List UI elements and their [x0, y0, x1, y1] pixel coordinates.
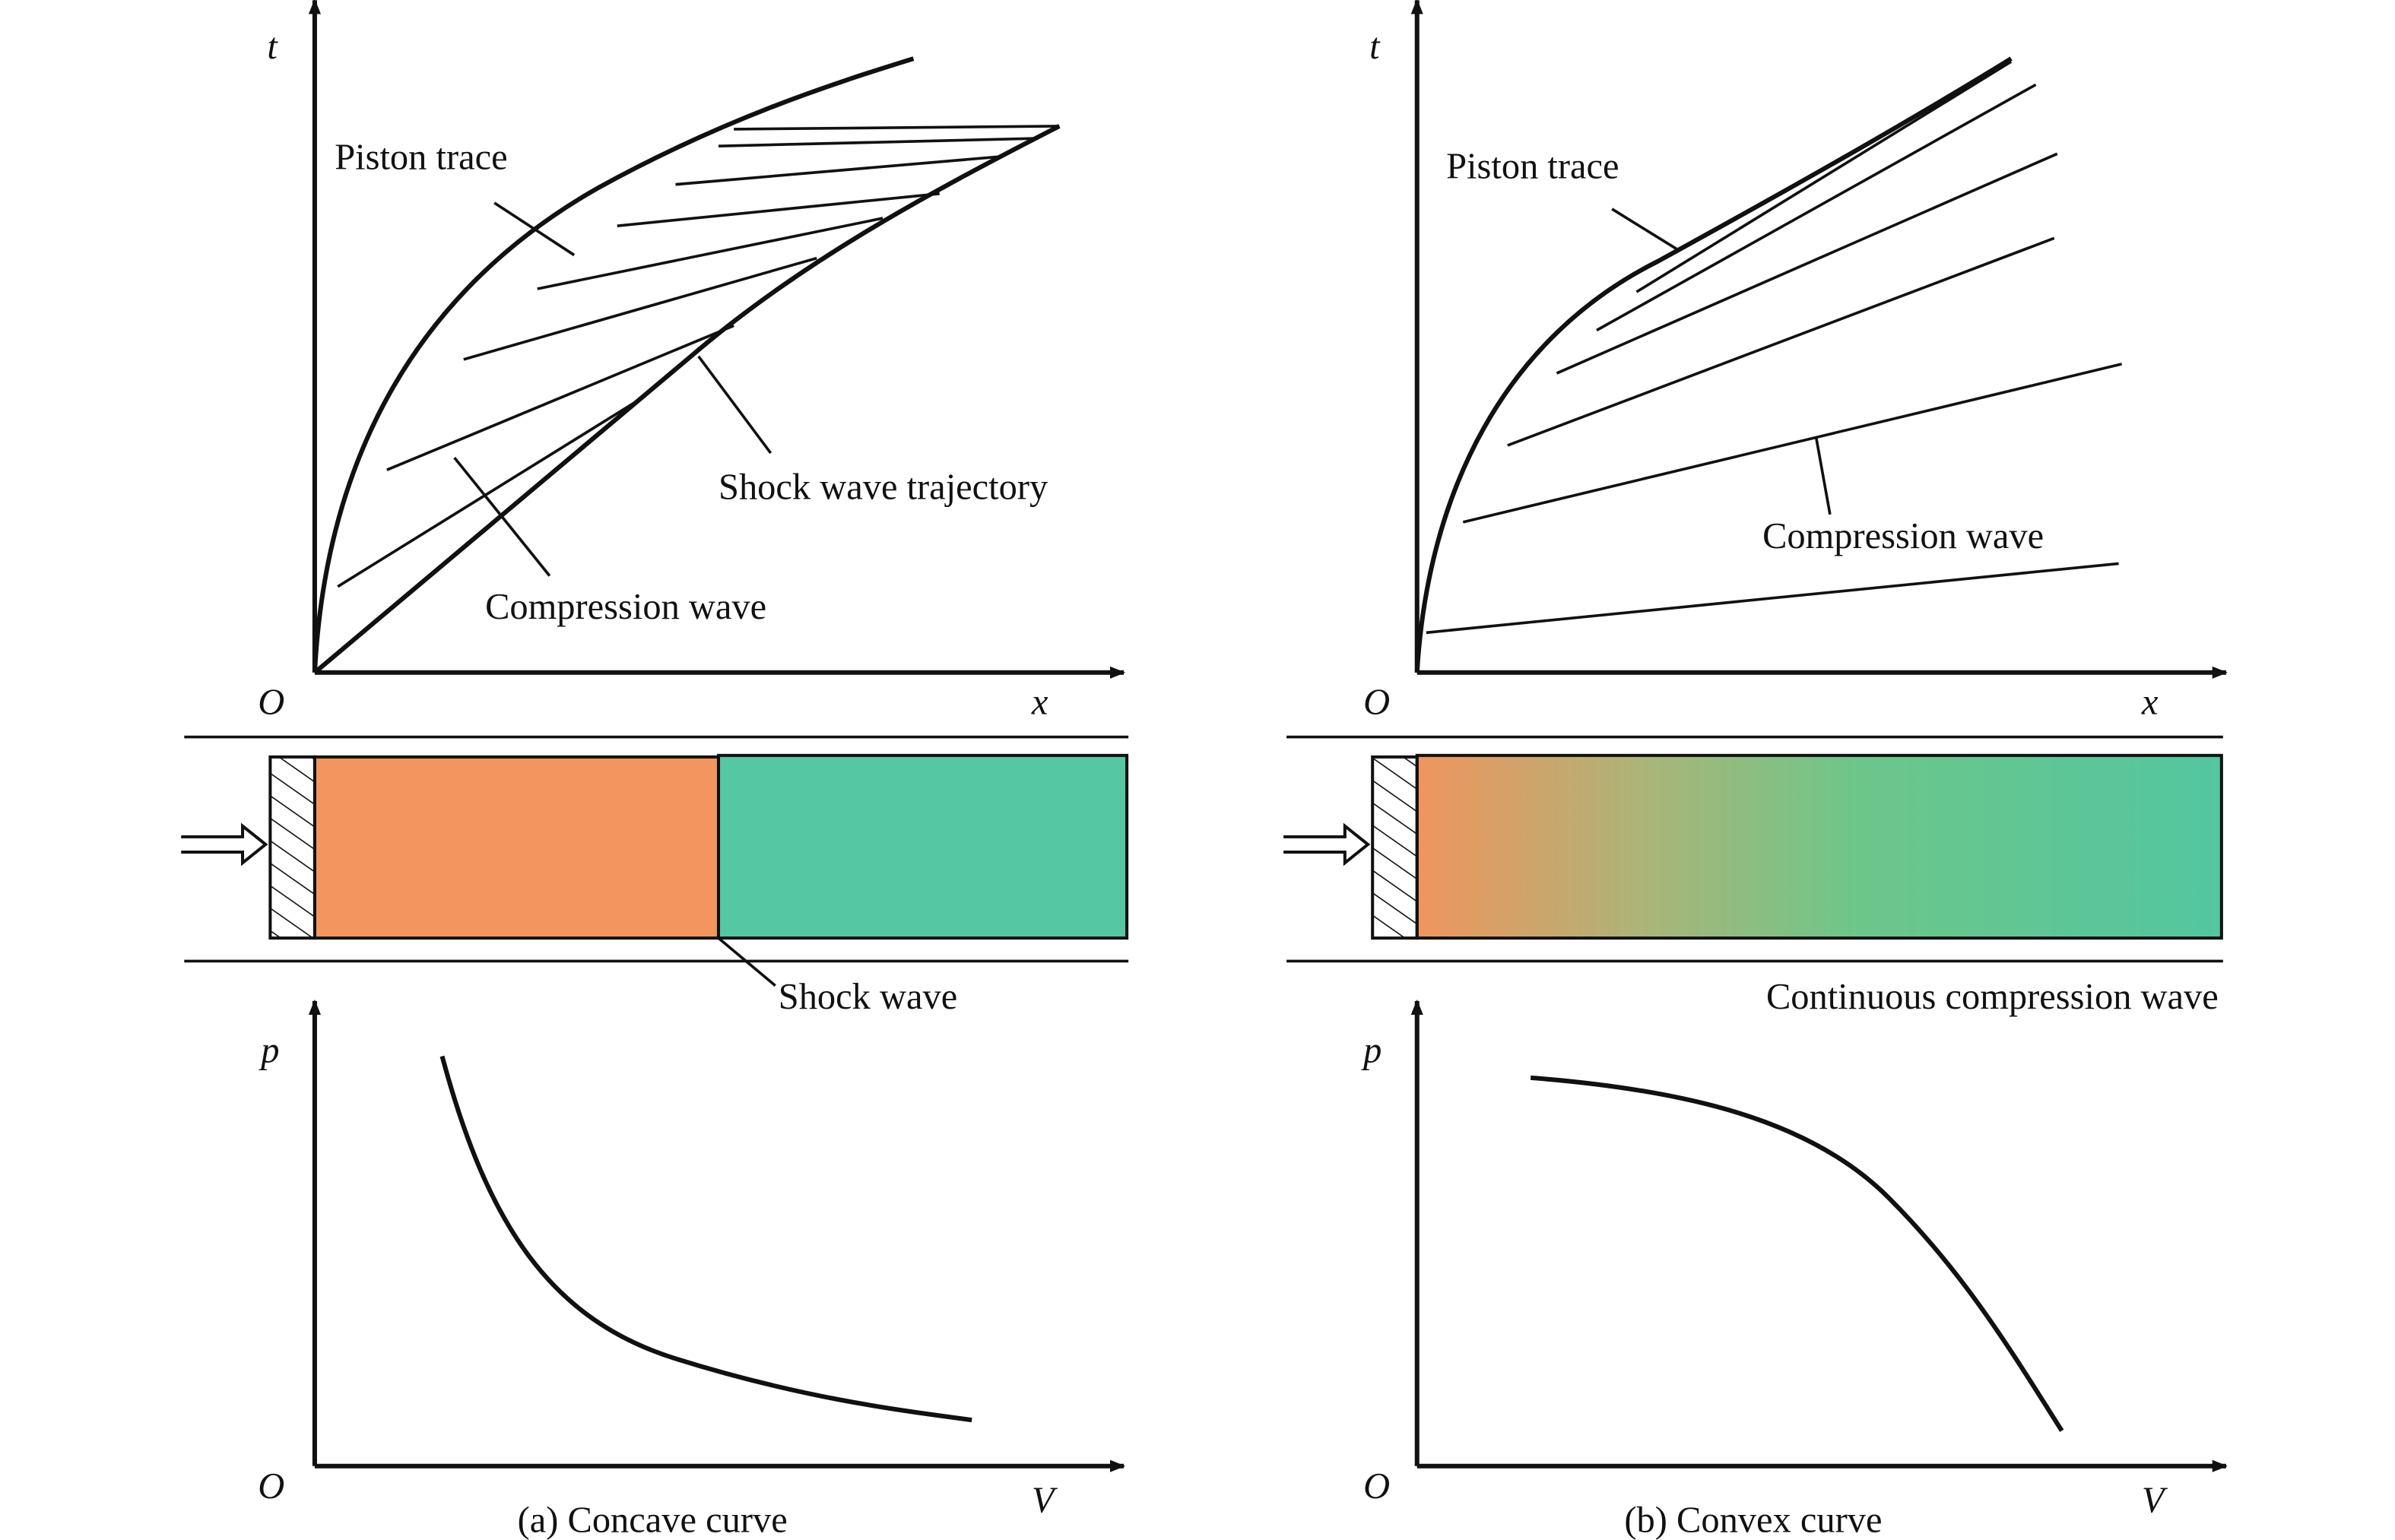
tube-label: Shock wave: [779, 977, 957, 1017]
origin-label: O: [1363, 682, 1390, 722]
compression-label: Compression wave: [1762, 516, 2044, 556]
tube-label: Continuous compression wave: [1766, 977, 2219, 1017]
shock-label: Shock wave trajectory: [718, 467, 1048, 508]
caption: (a) Concave curve: [518, 1500, 788, 1540]
origin-label: O: [258, 1466, 284, 1507]
tube-a: [181, 735, 1129, 987]
v-label: V: [1032, 1480, 1058, 1520]
leader: [493, 201, 576, 257]
piston-trace: [312, 56, 915, 673]
p-label: p: [259, 1031, 279, 1071]
caption: (b) Convex curve: [1624, 1500, 1882, 1540]
compression-waves: [1426, 60, 2123, 635]
t-label: t: [1369, 27, 1381, 67]
compression-waves: [337, 125, 1060, 588]
compression-label: Compression wave: [485, 587, 766, 627]
origin-label: O: [1363, 1466, 1390, 1507]
pv-curve: [1530, 1075, 2064, 1432]
leader: [453, 456, 551, 577]
leader: [697, 355, 772, 455]
origin-label: O: [258, 682, 284, 722]
leader: [1814, 437, 1832, 515]
piston-trace: [1414, 56, 2013, 673]
x-label: x: [1031, 682, 1048, 722]
x-label: x: [2141, 682, 2159, 722]
leader: [1611, 208, 1677, 251]
piston-label: Piston trace: [335, 137, 507, 177]
tube-b: [1283, 735, 2223, 963]
pv-curve: [439, 1055, 972, 1423]
panel-b: t O x Piston trace Compression wave Cont…: [1283, 0, 2228, 1540]
p-label: p: [1361, 1031, 1381, 1071]
piston-label: Piston trace: [1446, 147, 1619, 187]
t-label: t: [267, 27, 278, 67]
v-label: V: [2142, 1480, 2168, 1520]
panel-a: t O x Piston trace Shock wave trajectory…: [181, 0, 1129, 1540]
